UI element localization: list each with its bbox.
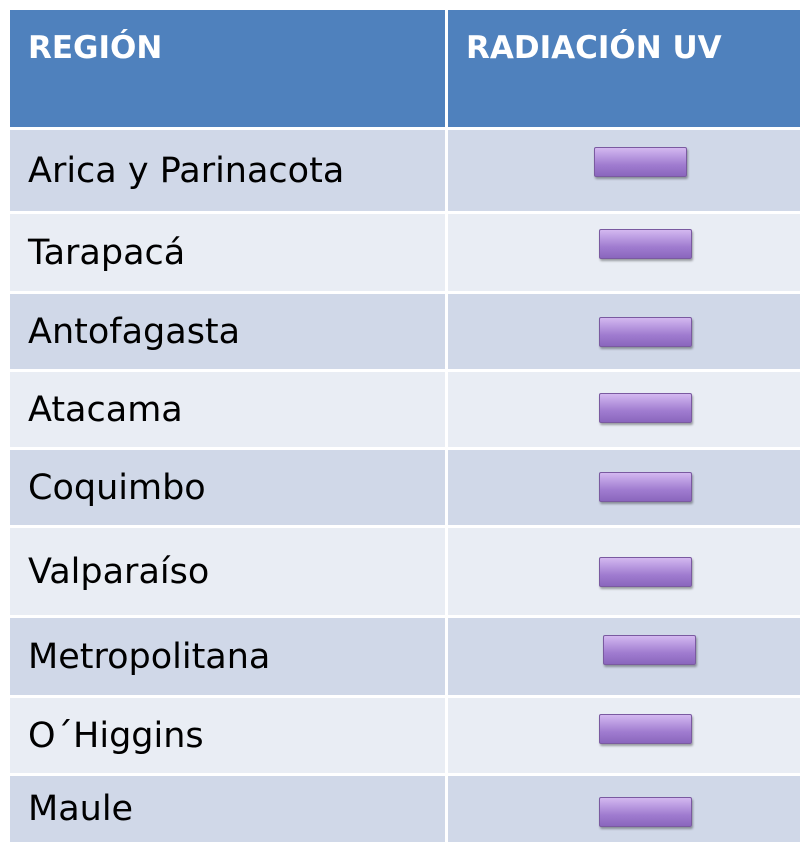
region-cell: Metropolitana [10, 618, 445, 695]
uv-indicator [599, 317, 692, 347]
uv-indicator [599, 229, 692, 259]
region-cell: Arica y Parinacota [10, 130, 445, 211]
uv-indicator [599, 714, 692, 744]
region-cell: Atacama [10, 372, 445, 447]
header-cell: REGIÓN [10, 10, 445, 127]
region-cell: O´Higgins [10, 698, 445, 773]
region-cell: Coquimbo [10, 450, 445, 525]
uv-indicator [599, 797, 692, 827]
region-cell: Maule [10, 776, 445, 842]
uv-indicator [599, 557, 692, 587]
region-cell: Antofagasta [10, 294, 445, 369]
region-cell: Tarapacá [10, 214, 445, 291]
uv-indicator [599, 472, 692, 502]
header-cell: RADIACIÓN UV [448, 10, 800, 127]
uv-indicator [594, 147, 687, 177]
uv-indicator [599, 393, 692, 423]
uv-indicator [603, 635, 696, 665]
region-cell: Valparaíso [10, 528, 445, 615]
